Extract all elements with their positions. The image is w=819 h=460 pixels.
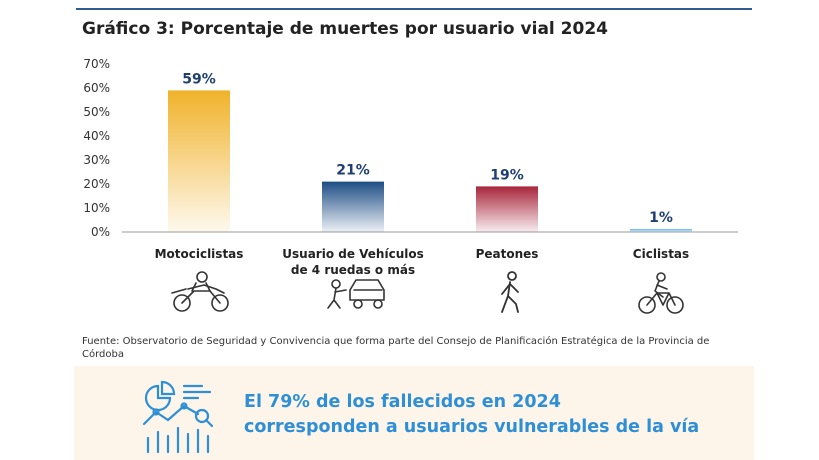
analytics-icon (142, 380, 214, 454)
highlight-banner: El 79% de los fallecidos en 2024 corresp… (74, 366, 754, 460)
category-label: Motociclistas (155, 247, 244, 261)
category-label: Ciclistas (633, 247, 689, 261)
data-label: 19% (490, 167, 524, 183)
y-axis: 0% 10% 20% 30% 40% 50% 60% 70% (83, 57, 110, 239)
category-labels: Motociclistas Usuario de Vehículos de 4 ru… (155, 247, 690, 277)
cyclist-icon (638, 272, 684, 314)
pedestrian-icon (501, 271, 519, 313)
y-tick-label: 50% (83, 105, 110, 119)
data-label: 1% (649, 210, 673, 226)
data-label: 21% (336, 163, 370, 179)
bars (168, 90, 692, 233)
y-tick-label: 10% (83, 201, 110, 215)
chart-title: Gráfico 3: Porcentaje de muertes por usu… (82, 19, 608, 39)
bar-chart: 0% 10% 20% 30% 40% 50% 60% 70% 59% 21% 19% 1% Moto… (83, 57, 738, 314)
data-label: 59% (182, 71, 216, 87)
bar (168, 90, 230, 233)
y-tick-label: 30% (83, 153, 110, 167)
y-tick-label: 70% (83, 57, 110, 71)
y-tick-label: 0% (91, 225, 110, 239)
motorcycle-icon (171, 271, 229, 312)
car-mechanic-icon (327, 279, 385, 309)
category-label: Peatones (476, 247, 539, 261)
bar (322, 181, 384, 232)
source-note: Fuente: Observatorio de Seguridad y Conv… (82, 336, 710, 360)
y-tick-label: 20% (83, 177, 110, 191)
data-labels: 59% 21% 19% 1% (182, 71, 673, 226)
banner-line-1: El 79% de los fallecidos en 2024 (244, 392, 561, 412)
category-icons (171, 271, 684, 314)
y-tick-label: 60% (83, 81, 110, 95)
y-tick-label: 40% (83, 129, 110, 143)
bar (476, 186, 538, 232)
category-label: Usuario de Vehículos (282, 247, 423, 261)
category-label: de 4 ruedas o más (291, 263, 415, 277)
bar (630, 229, 692, 232)
top-rule (76, 8, 752, 10)
banner-line-2: corresponden a usuarios vulnerables de l… (244, 417, 700, 437)
